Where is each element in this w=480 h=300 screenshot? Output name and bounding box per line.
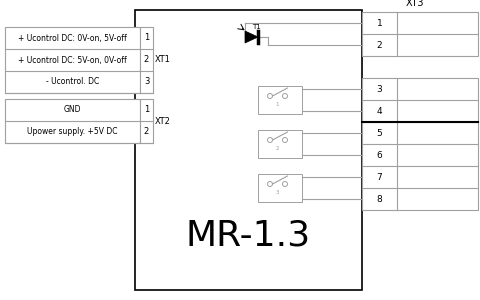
- Text: 1: 1: [377, 19, 383, 28]
- Text: GND: GND: [64, 106, 81, 115]
- Bar: [5, 99, 140, 143]
- Text: XT1: XT1: [155, 56, 171, 64]
- Bar: [258, 130, 302, 158]
- Text: 2: 2: [144, 128, 149, 136]
- Text: 3: 3: [275, 190, 279, 196]
- Bar: [5, 27, 140, 93]
- Polygon shape: [245, 31, 258, 43]
- Text: 7: 7: [377, 172, 383, 182]
- Text: 1: 1: [144, 106, 149, 115]
- Text: 2: 2: [275, 146, 279, 152]
- Text: - Ucontrol. DC: - Ucontrol. DC: [46, 77, 99, 86]
- Text: Upower supply. +5V DC: Upower supply. +5V DC: [27, 128, 118, 136]
- Text: XT2: XT2: [155, 116, 171, 125]
- Text: 8: 8: [377, 194, 383, 203]
- Text: 3: 3: [144, 77, 149, 86]
- Bar: [362, 78, 478, 210]
- Text: 1: 1: [144, 34, 149, 43]
- Text: 6: 6: [377, 151, 383, 160]
- Text: 3: 3: [377, 85, 383, 94]
- Text: MR-1.3: MR-1.3: [186, 218, 311, 252]
- Bar: [258, 86, 302, 114]
- Bar: [258, 174, 302, 202]
- Text: XT3: XT3: [406, 0, 424, 8]
- Bar: [140, 99, 153, 143]
- Text: 4: 4: [377, 106, 382, 116]
- Text: T1: T1: [252, 24, 260, 30]
- Text: + Ucontrol DC: 5V-on, 0V-off: + Ucontrol DC: 5V-on, 0V-off: [18, 56, 127, 64]
- Text: 1: 1: [275, 103, 279, 107]
- Bar: [140, 27, 153, 93]
- Text: + Ucontrol DC: 0V-on, 5V-off: + Ucontrol DC: 0V-on, 5V-off: [18, 34, 127, 43]
- Bar: [362, 12, 478, 56]
- Text: 5: 5: [377, 128, 383, 137]
- Text: 2: 2: [144, 56, 149, 64]
- Bar: [135, 10, 362, 290]
- Text: 2: 2: [377, 40, 382, 50]
